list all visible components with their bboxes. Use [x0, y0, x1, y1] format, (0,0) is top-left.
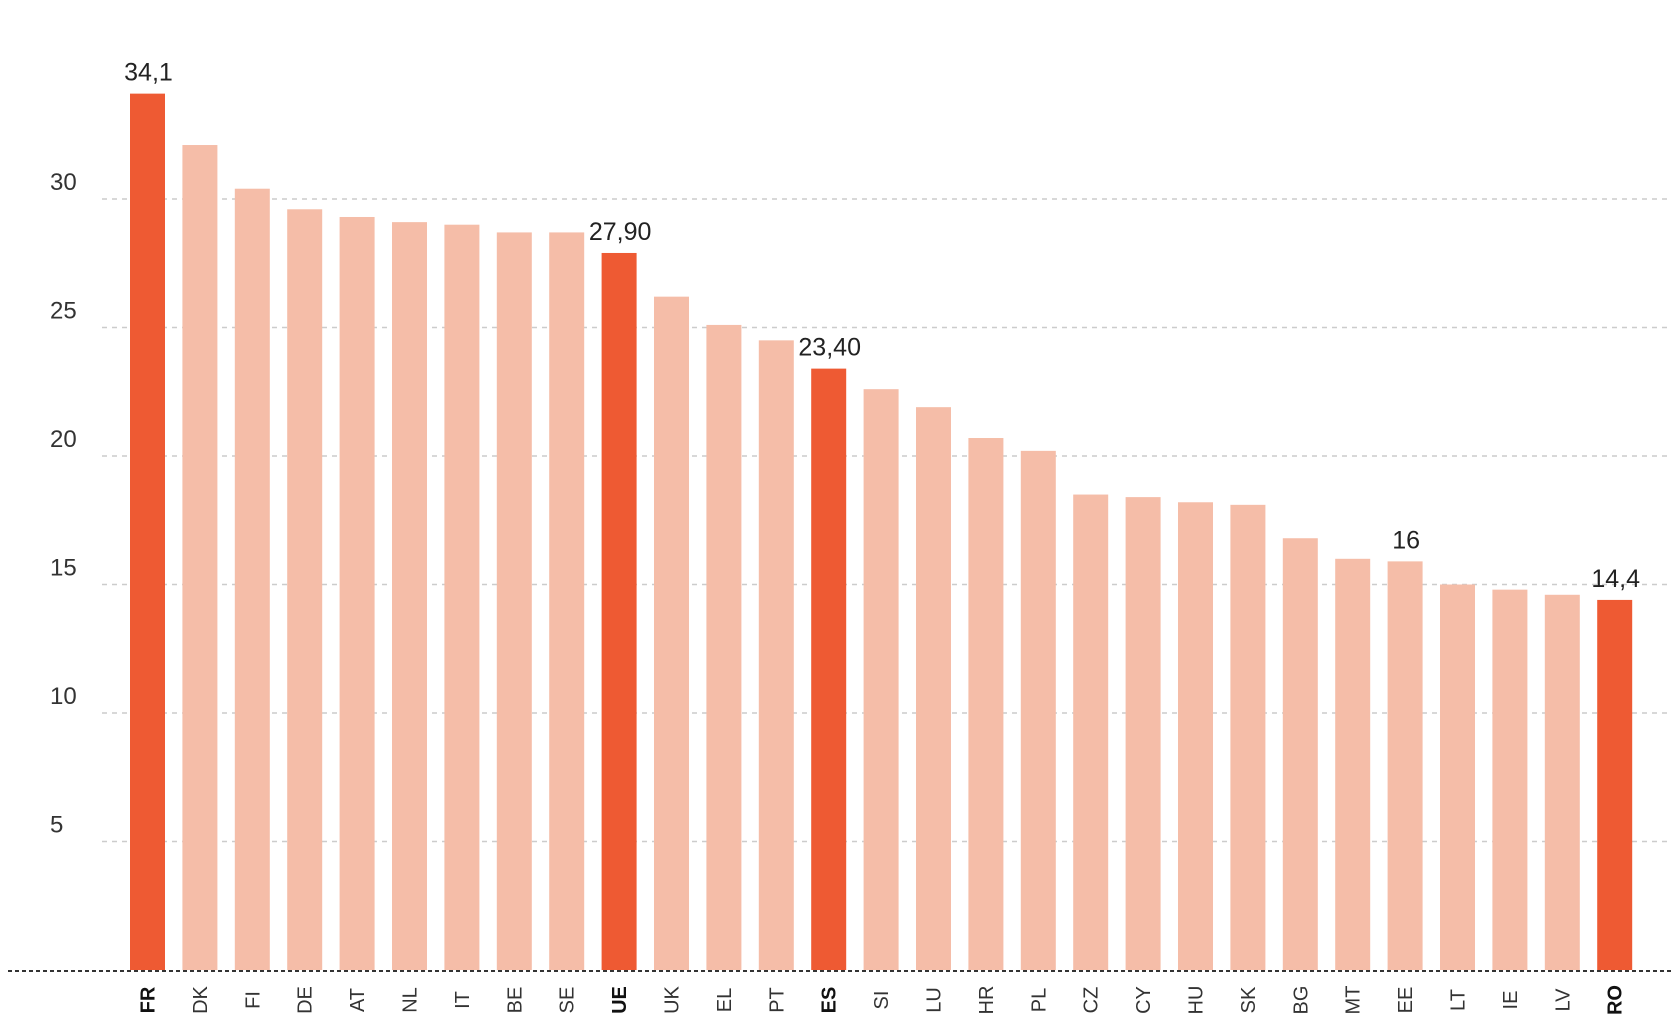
- bar-uk: [654, 296, 689, 970]
- x-axis-ticks: FR DK FI DE AT NL IT BE SE UE UK EL PT ES SI LU HR PL CZ CY…: [138, 985, 1627, 1015]
- bar-ue: [601, 252, 637, 971]
- bar-fi: [234, 188, 270, 971]
- x-tick-label-el: EL: [714, 988, 736, 1012]
- y-tick-label: 5: [50, 812, 63, 839]
- x-tick-label-ue: UE: [609, 986, 631, 1014]
- data-label-es: 23,40: [798, 334, 861, 362]
- bar-el: [706, 324, 742, 970]
- y-tick-label: 15: [50, 555, 77, 582]
- bar-ie: [1492, 589, 1528, 970]
- bar-lt: [1440, 584, 1475, 970]
- x-tick-label-bg: BG: [1290, 986, 1312, 1015]
- x-tick-label-ro: RO: [1605, 985, 1627, 1015]
- bar-se: [549, 232, 585, 970]
- x-tick-label-cz: CZ: [1081, 987, 1103, 1014]
- bar-nl: [392, 222, 427, 970]
- bar-bg: [1282, 538, 1318, 970]
- data-labels: 34,1 27,90 23,40 16 14,4: [124, 59, 1640, 593]
- x-tick-label-lu: LU: [924, 987, 946, 1013]
- x-tick-label-lt: LT: [1448, 989, 1470, 1011]
- bar-de: [287, 209, 323, 970]
- y-tick-label: 10: [50, 683, 77, 710]
- x-tick-label-pl: PL: [1028, 988, 1050, 1012]
- bar-pl: [1020, 450, 1056, 970]
- x-tick-label-ie: IE: [1500, 991, 1522, 1010]
- x-tick-label-lv: LV: [1552, 988, 1574, 1012]
- x-tick-label-mt: MT: [1343, 986, 1365, 1015]
- x-tick-label-hu: HU: [1186, 986, 1208, 1015]
- bar-lv: [1544, 594, 1580, 970]
- x-tick-label-uk: UK: [662, 985, 684, 1013]
- data-label-ro: 14,4: [1591, 565, 1640, 593]
- bar-lu: [916, 407, 951, 970]
- x-tick-label-es: ES: [819, 987, 841, 1014]
- bar-cy: [1125, 497, 1161, 970]
- x-tick-label-se: SE: [557, 987, 579, 1014]
- bar-es: [811, 368, 847, 970]
- bar-ro: [1597, 599, 1633, 970]
- x-tick-label-de: DE: [295, 986, 317, 1014]
- y-tick-label: 20: [50, 426, 77, 453]
- x-tick-label-it: IT: [452, 991, 474, 1009]
- bar-be: [496, 232, 532, 970]
- x-tick-label-sk: SK: [1238, 986, 1260, 1013]
- bar-fr: [130, 93, 165, 970]
- data-label-ee: 16: [1392, 526, 1420, 554]
- bar-dk: [182, 145, 218, 970]
- bar-sk: [1230, 504, 1266, 970]
- bar-it: [444, 224, 480, 970]
- bar-pt: [758, 340, 794, 971]
- x-tick-label-hr: HR: [976, 986, 998, 1015]
- bar-at: [339, 216, 375, 971]
- bar-hr: [968, 438, 1004, 970]
- x-tick-label-si: SI: [871, 991, 893, 1010]
- y-tick-label: 25: [50, 298, 77, 325]
- y-axis-ticks: 5 10 15 20 25 30: [50, 169, 77, 839]
- x-tick-label-dk: DK: [190, 985, 212, 1013]
- x-tick-label-at: AT: [347, 988, 369, 1012]
- x-tick-label-pt: PT: [766, 987, 788, 1013]
- bar-mt: [1335, 558, 1371, 970]
- bars: [130, 93, 1633, 971]
- x-tick-label-fr: FR: [138, 986, 160, 1013]
- bar-cz: [1073, 494, 1109, 970]
- x-tick-label-ee: EE: [1395, 987, 1417, 1014]
- data-label-ue: 27,90: [589, 218, 652, 246]
- bar-hu: [1178, 502, 1213, 970]
- x-tick-label-be: BE: [504, 987, 526, 1014]
- bar-ee: [1387, 561, 1423, 970]
- x-tick-label-cy: CY: [1133, 986, 1155, 1014]
- data-label-fr: 34,1: [124, 59, 173, 87]
- y-tick-label: 30: [50, 169, 77, 196]
- x-tick-label-fi: FI: [242, 991, 264, 1009]
- x-tick-label-nl: NL: [400, 987, 422, 1013]
- bar-si: [863, 389, 899, 970]
